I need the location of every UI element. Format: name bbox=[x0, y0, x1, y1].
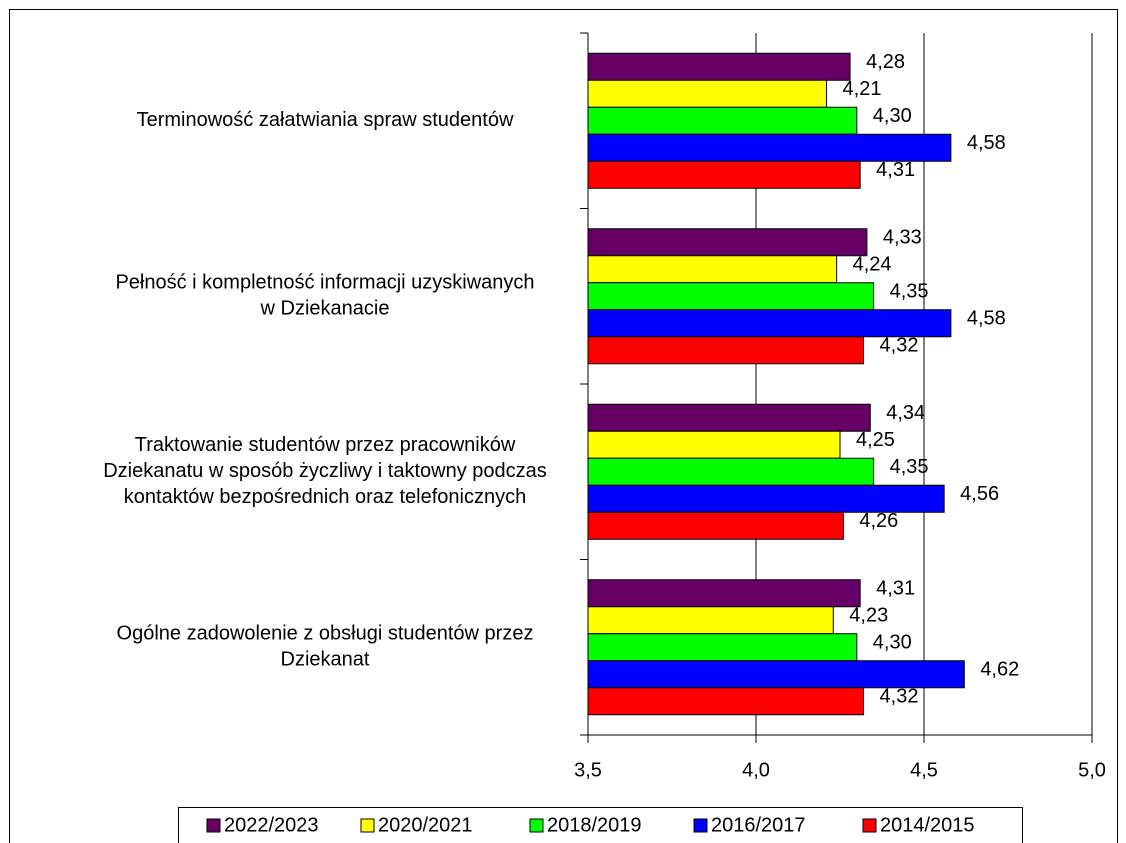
data-label: 4,21 bbox=[843, 78, 882, 100]
y-tick-label-line: Ogólne zadowolenie z obsługi studentów p… bbox=[117, 623, 534, 645]
legend-swatch bbox=[862, 818, 877, 833]
data-label: 4,58 bbox=[967, 132, 1006, 154]
data-label: 4,30 bbox=[873, 105, 912, 127]
data-label: 4,32 bbox=[880, 335, 919, 357]
y-tick-label-line: Pełność i kompletność informacji uzyskiw… bbox=[115, 272, 534, 294]
x-tick-label: 5,0 bbox=[1078, 759, 1106, 781]
legend-box bbox=[178, 807, 1023, 843]
bar bbox=[587, 633, 858, 662]
legend-swatch bbox=[693, 818, 708, 833]
y-tick-label-line: Terminowość załatwiania spraw studentów bbox=[137, 109, 514, 131]
data-label: 4,56 bbox=[960, 483, 999, 505]
bar bbox=[587, 511, 844, 540]
x-tick-label: 4,5 bbox=[910, 759, 938, 781]
bar bbox=[587, 579, 861, 608]
data-label: 4,30 bbox=[873, 632, 912, 654]
x-tick-label: 4,0 bbox=[742, 759, 770, 781]
data-label: 4,33 bbox=[883, 227, 922, 249]
data-label: 4,62 bbox=[980, 659, 1019, 681]
bar bbox=[587, 430, 841, 459]
data-label: 4,28 bbox=[866, 51, 905, 73]
bar bbox=[587, 228, 868, 257]
bar bbox=[587, 660, 965, 689]
y-tick-label: Terminowość załatwiania spraw studentów bbox=[137, 109, 514, 131]
y-tick-label: Traktowanie studentów przez pracowników D… bbox=[103, 434, 547, 508]
legend-swatch bbox=[360, 818, 375, 833]
bar bbox=[587, 457, 875, 486]
bar bbox=[587, 133, 952, 162]
data-label: 4,26 bbox=[859, 510, 898, 532]
data-label: 4,31 bbox=[876, 578, 915, 600]
bar bbox=[587, 79, 828, 108]
bar bbox=[587, 309, 952, 338]
data-label: 4,25 bbox=[856, 429, 895, 451]
bar bbox=[587, 484, 945, 513]
data-label: 4,32 bbox=[880, 686, 919, 708]
bar bbox=[587, 336, 865, 365]
x-tick-label: 3,5 bbox=[574, 759, 602, 781]
data-label: 4,34 bbox=[886, 402, 925, 424]
y-tick-label-line: Dziekanatu w sposób życzliwy i taktowny … bbox=[103, 460, 547, 482]
y-tick-label-line: Traktowanie studentów przez pracowników bbox=[135, 434, 516, 456]
data-label: 4,31 bbox=[876, 159, 915, 181]
chart-frame bbox=[9, 9, 1118, 843]
legend-label: 2014/2015 bbox=[880, 814, 975, 836]
bar bbox=[587, 255, 838, 284]
bar bbox=[587, 403, 871, 432]
legend-swatch bbox=[206, 818, 221, 833]
bar bbox=[587, 106, 858, 135]
y-tick-label-line: kontaktów bezpośrednich oraz telefoniczn… bbox=[124, 486, 526, 508]
legend-label: 2018/2019 bbox=[547, 814, 642, 836]
legend-swatch bbox=[529, 818, 544, 833]
data-label: 4,23 bbox=[849, 605, 888, 627]
bar bbox=[587, 160, 861, 189]
bar bbox=[587, 687, 865, 716]
legend-label: 2016/2017 bbox=[711, 814, 806, 836]
y-tick-label: Ogólne zadowolenie z obsługi studentów p… bbox=[117, 623, 534, 671]
y-tick-label-line: w Dziekanacie bbox=[260, 298, 390, 320]
data-label: 4,58 bbox=[967, 308, 1006, 330]
data-label: 4,24 bbox=[853, 254, 892, 276]
legend-label: 2022/2023 bbox=[224, 814, 319, 836]
data-label: 4,35 bbox=[890, 281, 929, 303]
bar bbox=[587, 282, 875, 311]
y-tick-label-line: Dziekanat bbox=[281, 649, 370, 671]
bar bbox=[587, 52, 851, 81]
legend-label: 2020/2021 bbox=[378, 814, 473, 836]
bar bbox=[587, 606, 834, 635]
data-label: 4,35 bbox=[890, 456, 929, 478]
y-tick-label: Pełność i kompletność informacji uzyskiw… bbox=[115, 272, 534, 320]
